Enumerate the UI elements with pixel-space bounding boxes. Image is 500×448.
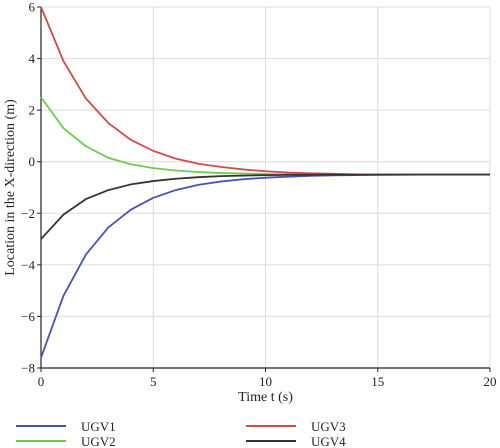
x-tick-label: 5 [150, 374, 157, 389]
grid [40, 6, 491, 369]
x-tick-label: 20 [484, 374, 497, 389]
series-line-ugv4 [40, 173, 490, 240]
y-tick-label: 6 [29, 0, 36, 15]
y-axis-title: Location in the X-direction (m) [3, 99, 18, 276]
y-tick-label: 4 [29, 51, 36, 66]
y-tick-label: −2 [21, 206, 35, 221]
x-tick-label: 0 [38, 374, 45, 389]
x-tick-label: 15 [371, 374, 384, 389]
legend-label: UGV4 [311, 434, 346, 448]
tick-labels: −8 −6 −4 −2 0 2 4 6 0 5 10 15 20 [21, 0, 496, 389]
legend-label: UGV2 [81, 434, 116, 448]
x-tick-label: 10 [259, 374, 272, 389]
y-tick-label: −4 [21, 257, 35, 272]
x-axis-title: Time t (s) [238, 390, 293, 405]
y-tick-label: −8 [21, 361, 35, 376]
series-lines [40, 6, 490, 358]
y-tick-label: 0 [29, 154, 36, 169]
y-tick-label: −6 [21, 309, 35, 324]
legend-label: UGV1 [81, 419, 116, 434]
legend-label: UGV3 [311, 419, 346, 434]
axes [37, 6, 491, 372]
y-tick-label: 2 [29, 103, 36, 118]
